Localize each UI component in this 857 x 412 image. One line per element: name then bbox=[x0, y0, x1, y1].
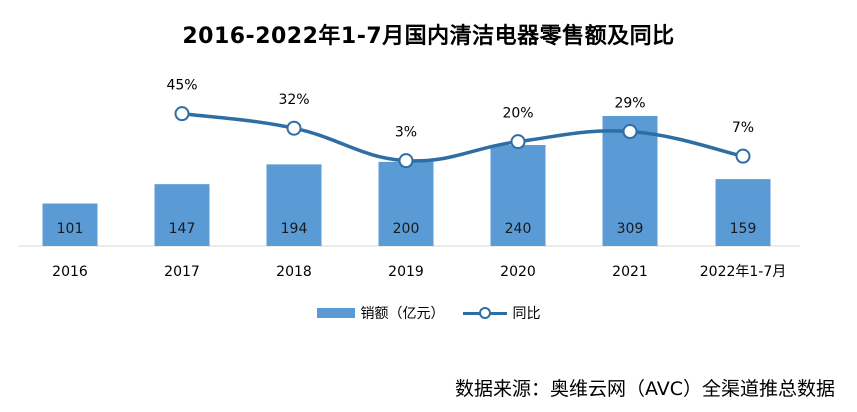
yoy-point bbox=[622, 124, 638, 140]
yoy-value-label: 3% bbox=[395, 125, 417, 141]
bar-2020 bbox=[490, 145, 546, 246]
legend-item-yoy: 同比 bbox=[462, 303, 541, 323]
legend-bar-swatch bbox=[316, 308, 355, 318]
legend: 销额（亿元） 同比 bbox=[0, 303, 857, 323]
bar-value-label: 194 bbox=[281, 221, 308, 237]
bar-2019 bbox=[378, 161, 434, 246]
bar-value-label: 240 bbox=[505, 221, 532, 237]
legend-sales-label: 销额（亿元） bbox=[360, 306, 445, 322]
combo-chart: 101 147 194 200 240 309 159 45% 32% 3% 20% 29% 7% 2… bbox=[18, 78, 800, 280]
bar-value-label: 200 bbox=[393, 221, 420, 237]
yoy-value-label: 32% bbox=[278, 92, 309, 108]
bar-2016 bbox=[42, 203, 98, 246]
x-tick-label: 2022年1-7月 bbox=[700, 264, 787, 280]
x-tick-label: 2019 bbox=[388, 264, 424, 280]
yoy-point bbox=[286, 120, 302, 136]
yoy-line bbox=[181, 111, 744, 163]
x-tick-labels: 2016 2017 2018 2019 2020 2021 2022年1-7月 bbox=[52, 264, 786, 280]
yoy-point bbox=[398, 153, 414, 169]
yoy-value-label: 45% bbox=[166, 78, 197, 94]
bars-layer: 101 147 194 200 240 309 159 bbox=[42, 116, 771, 246]
bar-2018 bbox=[266, 164, 322, 246]
yoy-value-label: 29% bbox=[614, 96, 645, 112]
legend-item-sales: 销额（亿元） bbox=[316, 303, 445, 323]
x-tick-label: 2016 bbox=[52, 264, 88, 280]
chart-title: 2016-2022年1-7月国内清洁电器零售额及同比 bbox=[182, 24, 675, 49]
x-tick-label: 2020 bbox=[500, 264, 536, 280]
bar-2022年1-7月 bbox=[715, 179, 771, 246]
yoy-line-layer: 45% 32% 3% 20% 29% 7% bbox=[166, 78, 754, 169]
yoy-value-label: 20% bbox=[502, 106, 533, 122]
bar-2017 bbox=[154, 184, 210, 246]
source-note: 数据来源：奥维云网（AVC）全渠道推总数据 bbox=[454, 378, 835, 400]
yoy-point bbox=[735, 148, 751, 164]
legend-line-swatch bbox=[462, 307, 507, 319]
x-tick-label: 2018 bbox=[276, 264, 312, 280]
x-tick-label: 2017 bbox=[164, 264, 200, 280]
bar-value-label: 101 bbox=[57, 221, 84, 237]
yoy-value-label: 7% bbox=[732, 120, 754, 136]
bar-value-label: 159 bbox=[730, 221, 757, 237]
legend-yoy-label: 同比 bbox=[512, 306, 541, 322]
bar-value-label: 309 bbox=[617, 221, 644, 237]
x-tick-label: 2021 bbox=[612, 264, 648, 280]
yoy-point bbox=[510, 134, 526, 150]
bar-value-label: 147 bbox=[169, 221, 196, 237]
yoy-point bbox=[174, 106, 190, 122]
